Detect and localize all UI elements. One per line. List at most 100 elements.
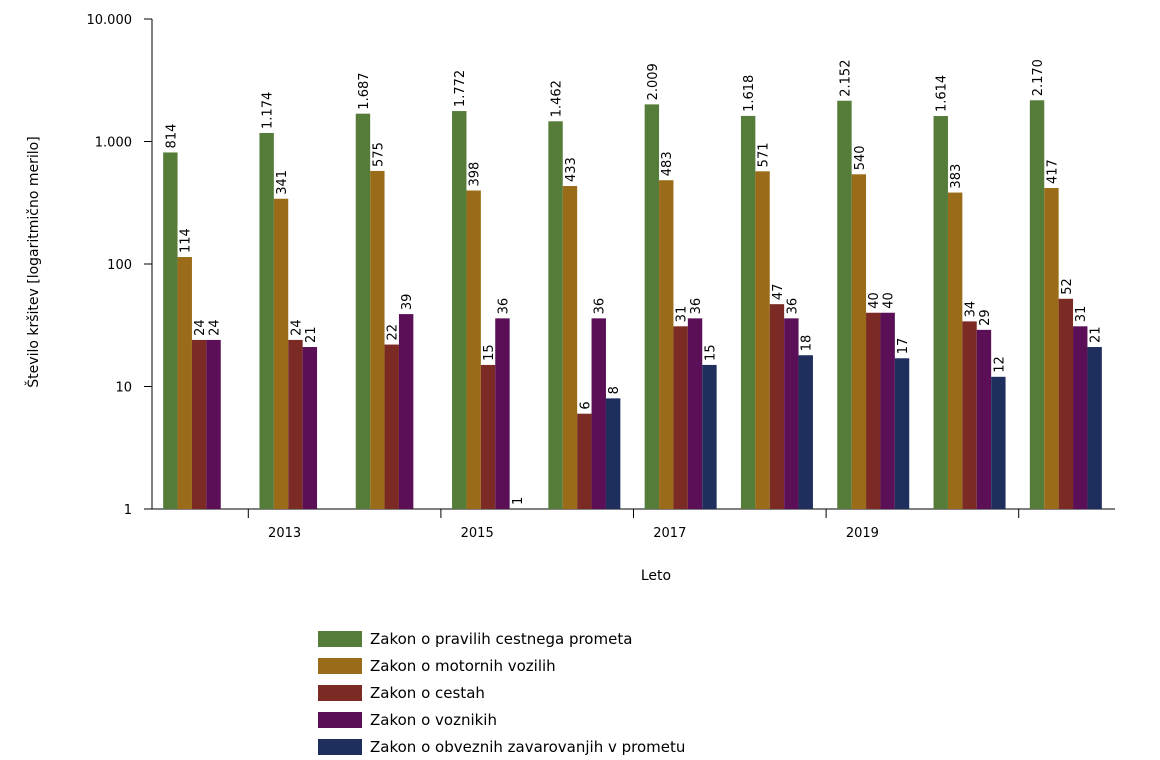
bar [355, 113, 371, 509]
data-label: 2.170 [1031, 59, 1046, 96]
data-label: 6 [578, 401, 593, 409]
data-label: 31 [1074, 306, 1089, 323]
data-label: 575 [371, 142, 386, 167]
x-axis-title: Leto [641, 568, 671, 584]
bar [452, 111, 467, 509]
data-label: 1.462 [550, 80, 565, 117]
bar [591, 318, 606, 509]
legend: Zakon o pravilih cestnega prometa Zakon o… [318, 625, 685, 760]
legend-swatch [318, 657, 362, 674]
bar [644, 104, 660, 510]
legend-label: Zakon o voznikih [370, 710, 497, 729]
bar [1058, 298, 1074, 509]
legend-swatch [318, 711, 362, 728]
data-label: 39 [400, 294, 415, 311]
bar [769, 304, 785, 509]
bar [370, 170, 385, 510]
data-label: 36 [593, 298, 608, 315]
bar [302, 347, 318, 509]
data-label: 24 [193, 319, 208, 336]
data-label: 24 [289, 319, 304, 336]
y-tick-label: 100 [107, 258, 132, 273]
x-tick-label: 2015 [461, 526, 494, 541]
bar [384, 344, 399, 509]
bar [163, 152, 178, 509]
data-label: 15 [703, 344, 718, 361]
legend-swatch [318, 630, 362, 647]
bar [1029, 100, 1045, 509]
data-label: 571 [757, 142, 772, 167]
y-tick-label: 10.000 [87, 13, 133, 28]
bar [288, 339, 303, 509]
data-label: 31 [675, 306, 690, 323]
bar [577, 413, 592, 509]
y-tick-label: 10 [115, 381, 132, 396]
data-label: 36 [785, 298, 800, 315]
bar [206, 339, 221, 509]
data-label: 34 [964, 301, 979, 318]
bar [976, 329, 992, 509]
legend-item: Zakon o cestah [318, 679, 685, 706]
bar [177, 257, 192, 509]
bar [466, 190, 481, 509]
bar [562, 186, 578, 510]
data-label: 114 [179, 228, 194, 253]
y-axis: 1 10 100 1.000 10.000 [87, 13, 153, 518]
bar [191, 339, 207, 509]
bar [784, 318, 799, 509]
data-label: 398 [468, 162, 483, 187]
data-label: 15 [482, 344, 497, 361]
bar [740, 115, 756, 509]
data-label: 17 [896, 338, 911, 355]
data-label: 22 [386, 324, 401, 341]
legend-label: Zakon o obveznih zavarovanjih v prometu [370, 737, 686, 756]
bar [894, 358, 910, 509]
data-label: 433 [564, 157, 579, 182]
data-label: 12 [992, 356, 1007, 373]
bar [880, 312, 895, 509]
legend-item: Zakon o motornih vozilih [318, 652, 685, 679]
bar [398, 314, 414, 509]
bar [798, 355, 813, 509]
data-label: 2.152 [838, 60, 853, 97]
data-label: 18 [800, 335, 815, 352]
legend-item: Zakon o obveznih zavarovanjih v prometu [318, 733, 685, 760]
data-label: 24 [208, 319, 223, 336]
bars [163, 100, 1102, 510]
legend-label: Zakon o cestah [370, 683, 485, 702]
data-label: 540 [853, 145, 868, 170]
bar [273, 198, 289, 509]
data-label: 483 [660, 151, 675, 176]
data-label: 417 [1045, 159, 1060, 184]
data-label: 1.618 [742, 75, 757, 112]
bar [480, 364, 496, 509]
bar [837, 100, 852, 510]
data-label: 1.772 [453, 70, 468, 107]
bar [687, 318, 703, 509]
x-tick-label: 2013 [268, 526, 301, 541]
data-label: 1 [511, 497, 526, 505]
data-label: 8 [607, 386, 622, 394]
data-label: 1.174 [261, 92, 276, 129]
y-axis-title: Število kršitev [logaritmično merilo] [24, 136, 42, 387]
x-tick-label: 2019 [846, 526, 879, 541]
legend-swatch [318, 738, 362, 755]
data-label: 2.009 [646, 63, 661, 100]
bar [1073, 326, 1088, 509]
bar [1044, 188, 1059, 510]
data-label: 36 [496, 298, 511, 315]
data-label: 1.614 [935, 75, 950, 112]
data-label: 21 [304, 326, 319, 343]
data-label: 29 [978, 309, 993, 326]
data-label: 52 [1060, 278, 1075, 295]
bar [1087, 347, 1102, 509]
bar [495, 318, 510, 509]
bar [991, 376, 1006, 509]
data-label: 341 [275, 170, 290, 195]
data-label: 1.687 [357, 72, 372, 109]
data-label: 47 [771, 284, 786, 301]
bar [548, 121, 563, 509]
legend-label: Zakon o motornih vozilih [370, 656, 556, 675]
